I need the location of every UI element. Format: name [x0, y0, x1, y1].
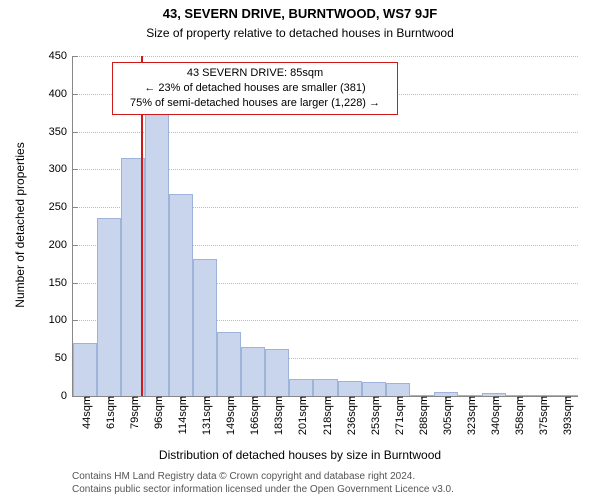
footer-line-1: Contains HM Land Registry data © Crown c…: [72, 470, 454, 483]
y-tick-label: 100: [49, 314, 73, 326]
x-tick-label: 236sqm: [342, 396, 358, 435]
x-tick-label: 166sqm: [245, 396, 261, 435]
x-axis-label: Distribution of detached houses by size …: [0, 448, 600, 462]
histogram-bar: [145, 112, 169, 396]
y-tick-label: 150: [49, 277, 73, 289]
histogram-bar: [338, 381, 362, 396]
x-tick-label: 340sqm: [486, 396, 502, 435]
x-tick-label: 305sqm: [438, 396, 454, 435]
histogram-bar: [386, 383, 410, 396]
histogram-bar: [97, 218, 121, 396]
x-tick-label: 393sqm: [558, 396, 574, 435]
y-tick-label: 50: [55, 352, 73, 364]
y-tick-label: 200: [49, 239, 73, 251]
x-tick-label: 131sqm: [197, 396, 213, 435]
histogram-bar: [73, 343, 97, 396]
y-tick-label: 0: [61, 390, 73, 402]
chart-container: { "title_main": "43, SEVERN DRIVE, BURNT…: [0, 0, 600, 500]
x-tick-label: 44sqm: [77, 396, 93, 429]
x-tick-label: 253sqm: [366, 396, 382, 435]
x-tick-label: 375sqm: [534, 396, 550, 435]
x-tick-label: 149sqm: [221, 396, 237, 435]
x-tick-label: 79sqm: [125, 396, 141, 429]
footer-line-2: Contains public sector information licen…: [72, 483, 454, 496]
y-tick-label: 350: [49, 126, 73, 138]
histogram-bar: [289, 379, 313, 396]
histogram-bar: [241, 347, 265, 396]
x-tick-label: 218sqm: [318, 396, 334, 435]
annotation-box: 43 SEVERN DRIVE: 85sqm← 23% of detached …: [112, 62, 398, 115]
x-tick-label: 288sqm: [414, 396, 430, 435]
y-tick-label: 400: [49, 88, 73, 100]
y-axis-label: Number of detached properties: [13, 135, 27, 315]
histogram-bar: [217, 332, 241, 396]
histogram-bar: [265, 349, 289, 396]
x-tick-label: 358sqm: [510, 396, 526, 435]
chart-title-sub: Size of property relative to detached ho…: [0, 26, 600, 40]
histogram-bar: [193, 259, 217, 397]
histogram-bar: [362, 382, 386, 396]
annotation-line: 75% of semi-detached houses are larger (…: [119, 96, 391, 111]
annotation-line: 43 SEVERN DRIVE: 85sqm: [119, 66, 391, 81]
annotation-line: ← 23% of detached houses are smaller (38…: [119, 81, 391, 96]
x-tick-label: 323sqm: [462, 396, 478, 435]
x-tick-label: 183sqm: [269, 396, 285, 435]
chart-title-main: 43, SEVERN DRIVE, BURNTWOOD, WS7 9JF: [0, 6, 600, 21]
x-tick-label: 201sqm: [293, 396, 309, 435]
x-tick-label: 61sqm: [101, 396, 117, 429]
histogram-bar: [169, 194, 193, 396]
gridline: [73, 56, 578, 57]
y-tick-label: 300: [49, 163, 73, 175]
x-tick-label: 114sqm: [173, 396, 189, 434]
footer-credits: Contains HM Land Registry data © Crown c…: [72, 470, 454, 496]
x-tick-label: 271sqm: [390, 396, 406, 435]
y-tick-label: 450: [49, 50, 73, 62]
histogram-bar: [313, 379, 337, 396]
x-tick-label: 96sqm: [149, 396, 165, 429]
y-tick-label: 250: [49, 201, 73, 213]
